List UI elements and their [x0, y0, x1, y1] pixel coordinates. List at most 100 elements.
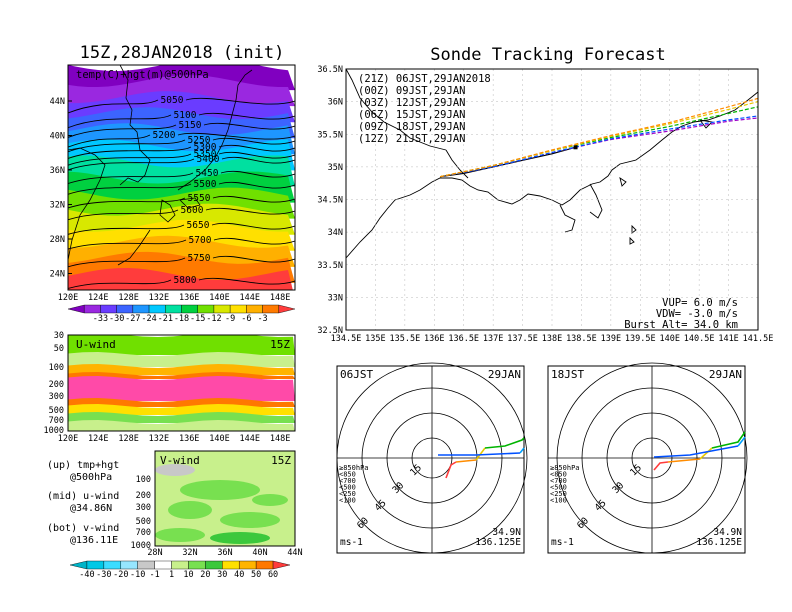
wind-colorbar-tick: 10 — [183, 570, 193, 580]
u-wind-x-tick: 132E — [149, 434, 169, 444]
wind-colorbar-tick: 20 — [200, 570, 210, 580]
forecast-lat-tick: 33N — [328, 293, 343, 303]
hodograph-trace — [438, 452, 521, 456]
lat-tick: 32N — [50, 201, 65, 211]
wind-colorbar-segment — [69, 560, 88, 570]
temp-band — [68, 267, 293, 290]
island-3 — [629, 236, 635, 245]
panel-notes: (up) tmp+hgt @500hPa (mid) u-wind @34.86… — [47, 460, 119, 546]
u-wind-y-tick: 30 — [54, 331, 64, 341]
hodograph-lon: 136.125E — [696, 537, 742, 548]
lon-tick: 124E — [88, 293, 108, 303]
wind-colorbar-segment — [222, 560, 240, 570]
height-contour — [68, 144, 295, 159]
temp-colorbar-segment — [181, 304, 198, 314]
temp-colorbar-tick: -27 — [125, 314, 140, 324]
u-wind-label: U-wind — [76, 338, 116, 351]
u-wind-y-tick: 300 — [49, 392, 64, 402]
u-wind-y-tick: 100 — [49, 363, 64, 373]
u-wind-x-tick: 148E — [270, 434, 290, 444]
wind-colorbar-tick: -20 — [113, 570, 128, 580]
lat-tick: 44N — [50, 97, 65, 107]
forecast-legend-item: (00Z) 09JST,29JAN — [358, 85, 465, 97]
u-wind-band — [68, 412, 295, 423]
wind-colorbar-segment — [188, 560, 206, 570]
u-wind-band — [68, 398, 295, 407]
forecast-lon-tick: 136.5E — [448, 334, 479, 344]
u-wind-y-tick: 200 — [49, 380, 64, 390]
coastline-shikoku — [179, 197, 201, 209]
u-wind-band — [68, 420, 295, 431]
v-wind-y-tick: 700 — [136, 528, 151, 538]
contour-label: 5050 — [161, 95, 184, 106]
temp-colorbar-segment — [132, 304, 150, 314]
hodograph-date: 29JAN — [709, 368, 742, 381]
wind-colorbar-segment — [120, 560, 138, 570]
v-wind-blob — [155, 528, 205, 542]
temp-colorbar-segment — [100, 304, 117, 314]
temp-colorbar-tick: -15 — [190, 314, 205, 324]
wind-colorbar: -40 -30 -20 -10 -1 1 10 20 30 40 50 60 — [69, 560, 291, 580]
level-legend-item: <100 — [550, 497, 567, 505]
temp-colorbar-tick: -6 — [241, 314, 251, 324]
coastline-bay — [559, 204, 576, 233]
temp-colorbar-segment — [84, 304, 101, 314]
hodograph-frame — [547, 365, 746, 554]
height-contour — [68, 97, 295, 114]
level-legend-item: <250 — [550, 490, 567, 498]
temp-colorbar-segment — [165, 304, 182, 314]
v-wind-y-tick: 500 — [136, 517, 151, 527]
map-frame — [67, 64, 296, 291]
height-contour — [68, 222, 295, 235]
forecast-legend-item: (03Z) 12JST,29JAN — [358, 97, 465, 109]
height-contour — [68, 137, 295, 153]
lat-tick: 24N — [50, 270, 65, 280]
u-wind-band — [68, 364, 295, 375]
v-wind-x-tick: 36N — [217, 548, 232, 558]
wind-colorbar-segment — [103, 560, 121, 570]
contour-label: 5200 — [153, 130, 176, 141]
note-up-line2: @500hPa — [70, 472, 112, 483]
wind-colorbar-segment — [239, 560, 257, 570]
height-contour — [68, 132, 295, 148]
forecast-map: 36.5N 36N 35.5N 35N 34.5N 34N 33.5N 33N 32.5N 13… — [317, 65, 773, 344]
u-wind-y-tick: 500 — [49, 406, 64, 416]
hodograph-trace — [667, 458, 701, 463]
note-bot-line1: (bot) v-wind — [47, 523, 119, 534]
forecast-lon-tick: 137.5E — [507, 334, 538, 344]
level-legend-item: <700 — [339, 477, 356, 485]
u-wind-x-tick: 124E — [88, 434, 108, 444]
level-legend-item: <850 — [339, 471, 356, 479]
v-wind-blob — [210, 532, 270, 544]
wind-colorbar-segment — [154, 560, 172, 570]
wind-colorbar-segment — [171, 560, 189, 570]
hodograph-lat: 34.9N — [492, 527, 521, 538]
v-wind-y-tick: 200 — [136, 491, 151, 501]
forecast-legend-item: (21Z) 06JST,29JAN2018 — [358, 73, 491, 85]
v-wind-label: V-wind — [160, 454, 200, 467]
u-wind-x-tick: 144E — [240, 434, 260, 444]
note-up-line1: (up) tmp+hgt — [47, 460, 119, 471]
u-wind-x-tick: 140E — [209, 434, 229, 444]
level-legend-item: <250 — [339, 490, 356, 498]
hodograph-trace — [455, 459, 477, 463]
sonde-track — [440, 97, 758, 178]
param-vup: VUP= 6.0 m/s — [662, 297, 738, 309]
contour-label: 5150 — [179, 120, 202, 131]
forecast-lat-tick: 35N — [328, 163, 343, 173]
hodograph-trace — [699, 447, 713, 460]
temp-colorbar-segment — [213, 304, 231, 314]
temperature-colorbar: -33 -30 -27 -24 -21 -18 -15 -12 -9 -6 -3 — [67, 304, 296, 324]
v-wind-x-tick: 28N — [147, 548, 162, 558]
param-vdw: VDW= -3.0 m/s — [656, 308, 738, 320]
hodograph-time: 18JST — [551, 368, 584, 381]
contour-label: 5350 — [194, 149, 217, 160]
island-2 — [631, 224, 637, 234]
level-legend-item: <850 — [550, 471, 567, 479]
forecast-lon-tick: 141.5E — [743, 334, 774, 344]
u-wind-y-tick: 700 — [49, 416, 64, 426]
coastline-china — [68, 147, 106, 261]
v-wind-y-tick: 100 — [136, 475, 151, 485]
hodograph-trace — [737, 436, 746, 447]
